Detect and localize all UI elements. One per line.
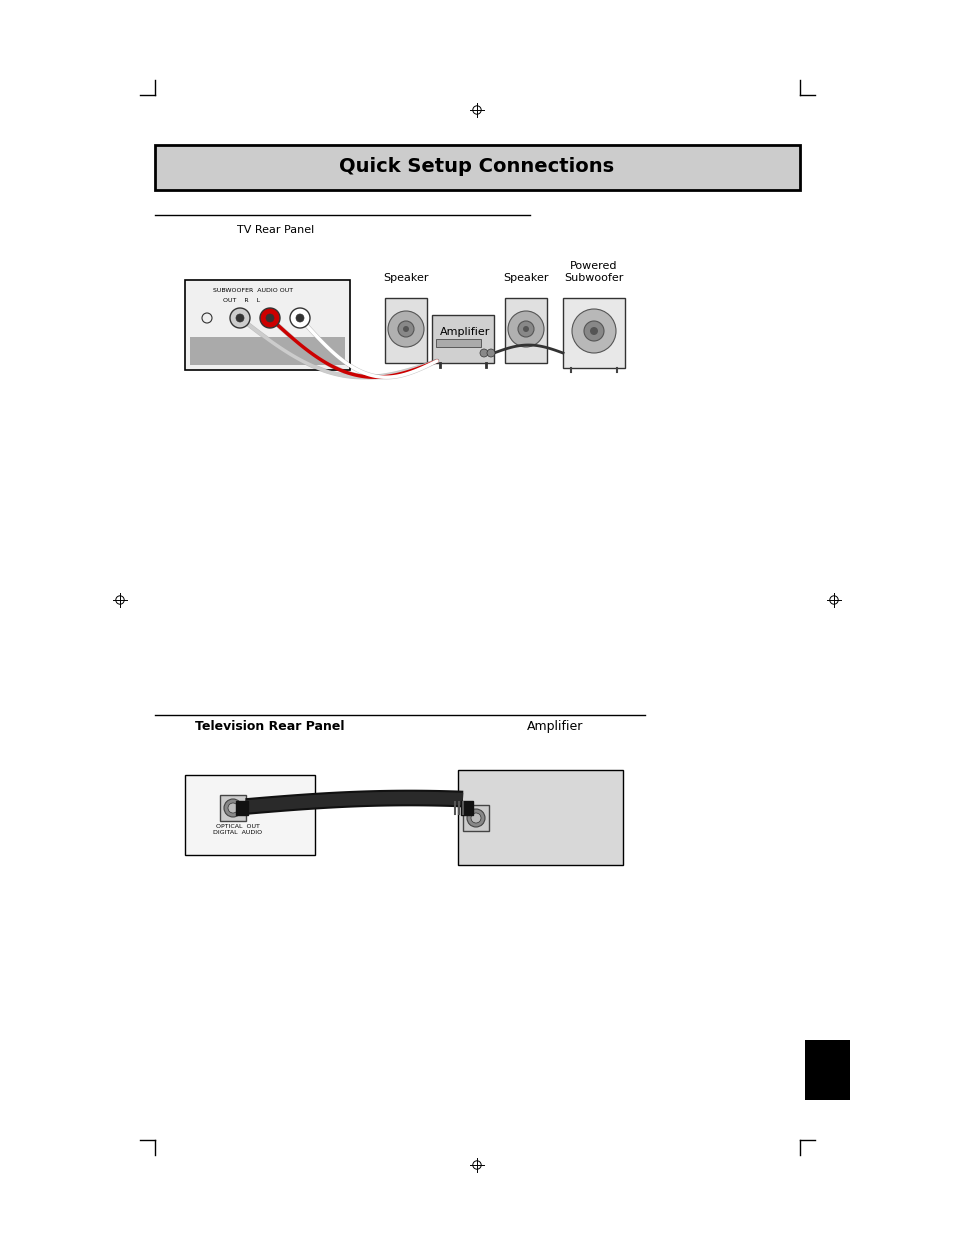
- Text: Television Rear Panel: Television Rear Panel: [194, 720, 344, 734]
- FancyBboxPatch shape: [460, 802, 473, 815]
- Text: Amplifier: Amplifier: [526, 720, 582, 734]
- FancyBboxPatch shape: [432, 315, 494, 363]
- Circle shape: [583, 321, 603, 341]
- Circle shape: [230, 308, 250, 329]
- FancyBboxPatch shape: [185, 776, 314, 855]
- Circle shape: [471, 813, 480, 823]
- FancyBboxPatch shape: [220, 795, 246, 821]
- Circle shape: [388, 311, 423, 347]
- Text: SUBWOOFER  AUDIO OUT: SUBWOOFER AUDIO OUT: [213, 288, 293, 293]
- Circle shape: [235, 314, 244, 322]
- Circle shape: [295, 314, 304, 322]
- Text: OPTICAL  OUT
DIGITAL  AUDIO: OPTICAL OUT DIGITAL AUDIO: [213, 824, 262, 835]
- Text: Amplifier: Amplifier: [439, 327, 490, 337]
- FancyBboxPatch shape: [804, 1040, 849, 1100]
- FancyBboxPatch shape: [385, 298, 427, 363]
- Circle shape: [260, 308, 280, 329]
- Text: Quick Setup Connections: Quick Setup Connections: [339, 158, 614, 177]
- FancyBboxPatch shape: [154, 144, 800, 190]
- FancyBboxPatch shape: [462, 805, 489, 831]
- Circle shape: [402, 326, 409, 332]
- Circle shape: [397, 321, 414, 337]
- FancyBboxPatch shape: [504, 298, 546, 363]
- Circle shape: [507, 311, 543, 347]
- Circle shape: [479, 350, 488, 357]
- Text: Powered
Subwoofer: Powered Subwoofer: [564, 261, 623, 283]
- Circle shape: [224, 799, 242, 818]
- FancyBboxPatch shape: [457, 769, 622, 864]
- Circle shape: [290, 308, 310, 329]
- Circle shape: [467, 809, 484, 827]
- Text: Speaker: Speaker: [503, 273, 548, 283]
- Circle shape: [486, 350, 495, 357]
- FancyBboxPatch shape: [185, 280, 350, 370]
- Circle shape: [228, 803, 237, 813]
- Text: Speaker: Speaker: [383, 273, 428, 283]
- Circle shape: [517, 321, 534, 337]
- Text: TV Rear Panel: TV Rear Panel: [236, 225, 314, 235]
- Text: OUT    R    L: OUT R L: [223, 298, 260, 303]
- FancyBboxPatch shape: [190, 337, 345, 366]
- FancyBboxPatch shape: [562, 298, 624, 368]
- Circle shape: [266, 314, 274, 322]
- FancyBboxPatch shape: [235, 802, 248, 815]
- Circle shape: [589, 327, 598, 335]
- Circle shape: [572, 309, 616, 353]
- Circle shape: [522, 326, 529, 332]
- FancyBboxPatch shape: [436, 338, 480, 347]
